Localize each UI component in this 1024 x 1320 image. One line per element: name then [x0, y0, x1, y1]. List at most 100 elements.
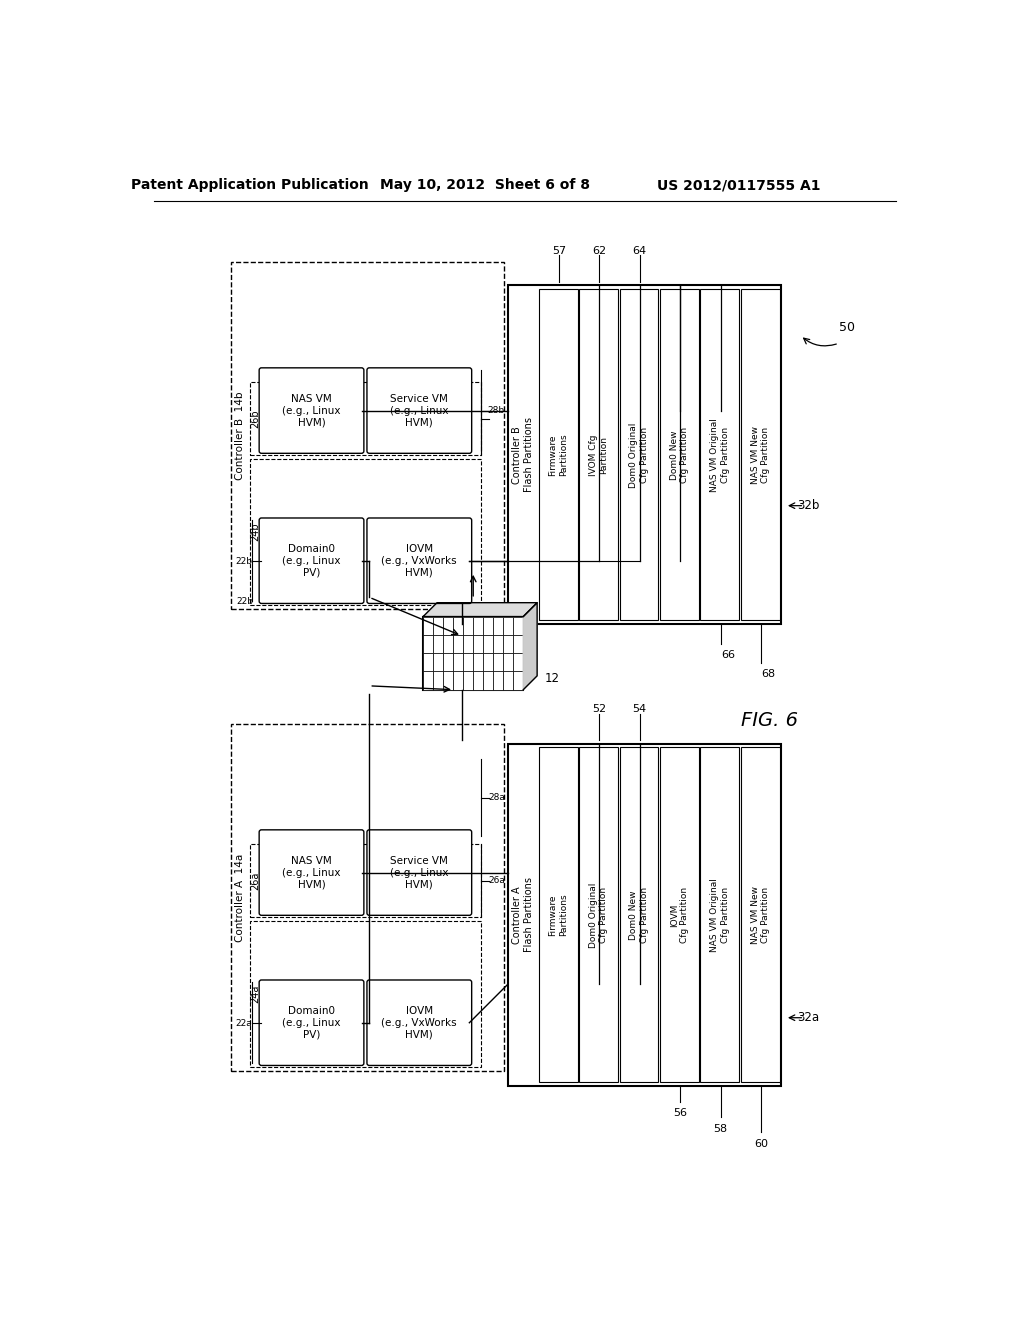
Text: 24b: 24b [250, 523, 260, 541]
FancyBboxPatch shape [367, 830, 472, 915]
Text: Controller A
Flash Partitions: Controller A Flash Partitions [512, 878, 535, 953]
Bar [250, 381, 481, 455]
Text: 26a: 26a [487, 876, 505, 886]
Text: Controller B
Flash Partitions: Controller B Flash Partitions [512, 417, 535, 492]
Text: NAS VM
(e.g., Linux
HVM): NAS VM (e.g., Linux HVM) [283, 393, 341, 428]
Bar [513, 653, 523, 672]
Bar [503, 616, 513, 635]
Text: 24a: 24a [250, 985, 260, 1003]
Text: Firmware
Partitions: Firmware Partitions [549, 433, 567, 477]
Bar [443, 672, 454, 689]
FancyBboxPatch shape [259, 368, 364, 453]
Bar [423, 616, 523, 689]
Text: Firmware
Partitions: Firmware Partitions [549, 894, 567, 936]
Polygon shape [423, 603, 538, 616]
Text: NAS VM New
Cfg Partition: NAS VM New Cfg Partition [751, 426, 770, 484]
Bar [433, 635, 443, 653]
Text: Patent Application Publication: Patent Application Publication [131, 178, 369, 193]
Bar [740, 747, 779, 1082]
Bar [700, 289, 739, 620]
Bar [580, 747, 617, 1082]
Bar [539, 747, 578, 1082]
Text: Domain0
(e.g., Linux
PV): Domain0 (e.g., Linux PV) [283, 1006, 341, 1039]
Bar [463, 616, 473, 635]
Bar [508, 285, 781, 624]
Bar [250, 843, 481, 917]
Bar [483, 672, 494, 689]
Bar [494, 616, 503, 635]
Bar [454, 653, 463, 672]
Bar [230, 725, 504, 1071]
Text: 12: 12 [545, 672, 560, 685]
Bar [503, 672, 513, 689]
Bar [483, 635, 494, 653]
Bar [454, 616, 463, 635]
Bar [494, 672, 503, 689]
Text: 26a: 26a [250, 871, 260, 890]
Text: NAS VM Original
Cfg Partition: NAS VM Original Cfg Partition [710, 878, 729, 952]
Bar [513, 616, 523, 635]
Bar [503, 653, 513, 672]
Bar [494, 635, 503, 653]
Text: 32a: 32a [797, 1011, 819, 1024]
Bar [454, 672, 463, 689]
Bar [473, 672, 483, 689]
Bar [454, 635, 463, 653]
Text: Domain0
(e.g., Linux
PV): Domain0 (e.g., Linux PV) [283, 544, 341, 577]
Text: 50: 50 [839, 321, 855, 334]
Bar [443, 616, 454, 635]
Bar [463, 635, 473, 653]
Bar [539, 289, 578, 620]
Bar [250, 459, 481, 605]
Text: May 10, 2012  Sheet 6 of 8: May 10, 2012 Sheet 6 of 8 [380, 178, 590, 193]
Text: US 2012/0117555 A1: US 2012/0117555 A1 [657, 178, 820, 193]
Text: Dom0 New
Cfg Partition: Dom0 New Cfg Partition [630, 887, 648, 942]
Text: Dom0 Original
Cfg Partition: Dom0 Original Cfg Partition [589, 882, 608, 948]
Bar [433, 653, 443, 672]
Bar [503, 635, 513, 653]
Text: 58: 58 [714, 1123, 728, 1134]
Text: 66: 66 [721, 649, 735, 660]
Text: FIG. 6: FIG. 6 [741, 711, 798, 730]
Text: 28b: 28b [487, 407, 505, 416]
Bar [443, 653, 454, 672]
Text: 52: 52 [592, 704, 606, 714]
Text: 26b: 26b [250, 409, 260, 428]
Text: 56: 56 [673, 1109, 687, 1118]
Bar [463, 653, 473, 672]
Text: NAS VM
(e.g., Linux
HVM): NAS VM (e.g., Linux HVM) [283, 855, 341, 890]
FancyBboxPatch shape [259, 979, 364, 1065]
Bar [230, 263, 504, 609]
Bar [620, 289, 658, 620]
Text: NAS VM New
Cfg Partition: NAS VM New Cfg Partition [751, 886, 770, 944]
Bar [740, 289, 779, 620]
Text: Service VM
(e.g., Linux
HVM): Service VM (e.g., Linux HVM) [390, 393, 449, 428]
Text: Controller B  14b: Controller B 14b [234, 391, 245, 480]
FancyBboxPatch shape [367, 979, 472, 1065]
Bar [659, 747, 698, 1082]
Text: 60: 60 [754, 1139, 768, 1148]
Text: IOVM
(e.g., VxWorks
HVM): IOVM (e.g., VxWorks HVM) [382, 1006, 457, 1039]
Text: IVOM Cfg
Partition: IVOM Cfg Partition [589, 434, 608, 475]
Bar [700, 747, 739, 1082]
Bar [423, 635, 433, 653]
FancyBboxPatch shape [367, 368, 472, 453]
Bar [483, 653, 494, 672]
Text: 68: 68 [762, 669, 776, 680]
Bar [620, 747, 658, 1082]
Text: IOVM
(e.g., VxWorks
HVM): IOVM (e.g., VxWorks HVM) [382, 544, 457, 577]
Bar [250, 921, 481, 1067]
Text: 57: 57 [552, 246, 566, 256]
Text: 28a: 28a [487, 793, 505, 803]
Bar [580, 289, 617, 620]
Bar [473, 616, 483, 635]
Text: Dom0 Original
Cfg Partition: Dom0 Original Cfg Partition [630, 422, 648, 487]
Bar [433, 672, 443, 689]
Text: NAS VM Original
Cfg Partition: NAS VM Original Cfg Partition [710, 418, 729, 492]
FancyBboxPatch shape [259, 830, 364, 915]
Polygon shape [523, 603, 538, 689]
Text: Dom0 New
Cfg Partition: Dom0 New Cfg Partition [670, 426, 689, 483]
Text: IOVM
Cfg Partition: IOVM Cfg Partition [670, 887, 689, 942]
Bar [443, 635, 454, 653]
Text: 64: 64 [633, 246, 647, 256]
